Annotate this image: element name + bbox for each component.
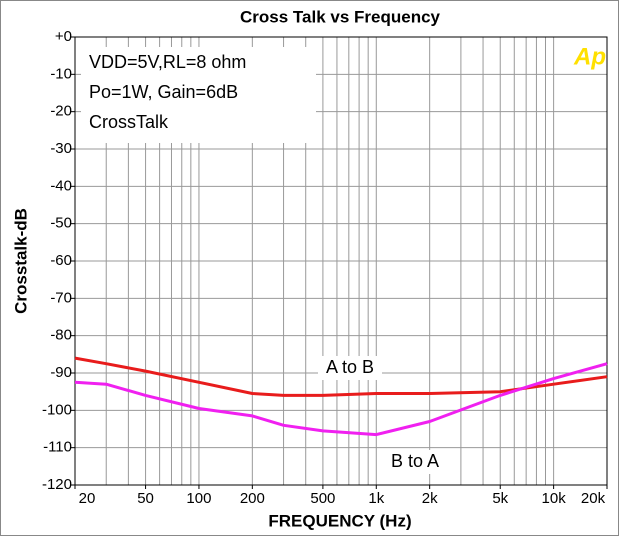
series-line	[74, 362, 608, 437]
annotation: VDD=5V,RL=8 ohm	[89, 52, 246, 72]
x-axis-label: FREQUENCY (Hz)	[268, 511, 411, 530]
y-tick-label: -70	[50, 289, 72, 306]
x-tick-label: 1k	[368, 490, 384, 507]
y-tick-label: -80	[50, 327, 72, 344]
y-tick-label: -10	[50, 65, 72, 82]
y-tick-label: -110	[43, 439, 72, 456]
x-tick-label: 100	[186, 490, 211, 507]
y-axis-label: Crosstalk-dB	[11, 208, 30, 314]
x-tick-label: 500	[310, 490, 335, 507]
y-tick-label: -100	[42, 401, 72, 418]
y-tick-label: -20	[50, 103, 72, 120]
chart-title: Cross Talk vs Frequency	[240, 7, 441, 26]
y-tick-label: +0	[55, 28, 72, 45]
x-tick-label: 200	[240, 490, 265, 507]
annotation-box	[81, 47, 316, 143]
series-label-bg	[383, 450, 447, 474]
x-tick-label: 20k	[581, 490, 606, 507]
y-tick-label: -120	[42, 476, 72, 493]
logo: Ap	[573, 43, 606, 70]
y-tick-label: -90	[50, 364, 72, 381]
series-line	[74, 356, 608, 397]
plot-border	[74, 36, 608, 486]
x-tick-label: 5k	[492, 490, 508, 507]
y-tick-label: -60	[50, 252, 72, 269]
series-label: A to B	[326, 357, 374, 377]
series-label-bg	[318, 356, 382, 380]
y-tick-label: -30	[50, 140, 72, 157]
annotation: Po=1W, Gain=6dB	[89, 82, 238, 102]
x-tick-label: 10k	[542, 490, 567, 507]
y-tick-label: -40	[50, 177, 72, 194]
series-label: B to A	[391, 451, 439, 471]
x-tick-label: 2k	[422, 490, 438, 507]
annotation: CrossTalk	[89, 112, 169, 132]
y-tick-label: -50	[50, 215, 72, 232]
x-tick-label: 50	[137, 490, 154, 507]
x-tick-label: 20	[79, 490, 96, 507]
